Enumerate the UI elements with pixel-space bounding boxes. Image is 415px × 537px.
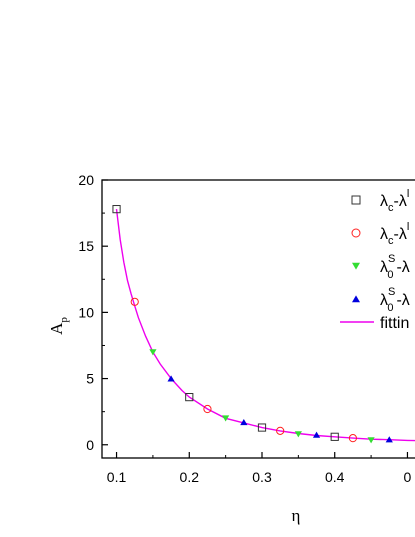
data-point-series-2 <box>348 434 358 443</box>
data-point-series-1 <box>330 432 339 441</box>
y-tick-label: 0 <box>86 437 94 453</box>
y-tick-label: 15 <box>78 238 94 254</box>
legend-label-fit: fittin <box>380 315 409 332</box>
legend-label-3: λS 0 -λ <box>380 253 410 281</box>
x-axis-title: η <box>292 506 301 525</box>
legend-marker-3 <box>352 262 360 270</box>
data-point-series-3 <box>222 415 230 422</box>
data-point-series-1 <box>257 423 267 432</box>
data-point-series-4 <box>312 431 321 438</box>
x-tick-label: 0.4 <box>325 469 345 485</box>
data-point-series-3 <box>149 349 157 356</box>
x-tick-label: 0.2 <box>180 469 200 485</box>
data-point-series-2 <box>203 404 212 414</box>
fit-line <box>115 209 415 442</box>
fit-layer <box>115 209 415 442</box>
points-layer <box>112 205 393 444</box>
x-axis: 0.1 0.2 0.3 0.4 0 <box>107 452 412 485</box>
x-tick-label: 0.3 <box>252 469 272 485</box>
data-point-series-4 <box>167 375 175 382</box>
y-axis: 0 5 10 15 20 <box>78 172 108 453</box>
x-tick-label: 0 <box>404 469 412 485</box>
data-point-series-2 <box>276 426 285 435</box>
data-point-series-1 <box>112 205 121 214</box>
y-axis-title-main: A <box>47 322 66 335</box>
legend-label-2: λc-λl <box>380 221 409 247</box>
y-tick-label: 5 <box>86 371 94 387</box>
data-point-series-4 <box>385 436 393 443</box>
data-point-series-1 <box>185 393 194 402</box>
legend-marker-4 <box>352 295 360 303</box>
y-tick-label: 10 <box>78 304 94 320</box>
data-point-series-3 <box>367 437 375 444</box>
data-point-series-4 <box>240 419 248 426</box>
y-tick-label: 20 <box>78 172 94 188</box>
legend-label-1: λc-λl <box>380 188 409 214</box>
data-point-series-2 <box>130 297 139 306</box>
y-axis-title: Ap <box>47 317 70 335</box>
legend-marker-1 <box>351 195 361 205</box>
legend-marker-2 <box>351 228 361 238</box>
data-point-series-3 <box>294 431 302 438</box>
plot-frame <box>101 179 415 459</box>
y-axis-title-sub: p <box>58 317 70 323</box>
legend-label-4: λS 0 -λ <box>380 286 410 314</box>
x-tick-label: 0.1 <box>107 469 127 485</box>
